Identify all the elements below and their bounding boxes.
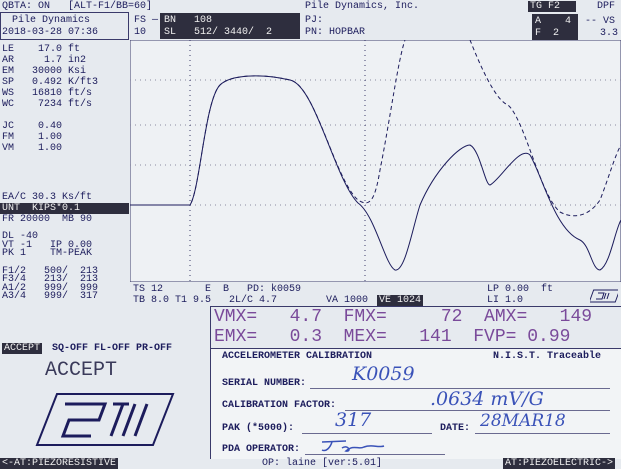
param: F1/2 500/ 213 bbox=[2, 265, 99, 277]
datetime: 2018-03-28 07:36 bbox=[2, 27, 99, 38]
operator-signature bbox=[321, 440, 385, 452]
accept-label: ACCEPT bbox=[45, 359, 118, 382]
pak-label: PAK (*5000): bbox=[222, 423, 295, 434]
date-label: DATE: bbox=[440, 423, 471, 434]
param: LE 17.0 ft bbox=[2, 44, 81, 55]
eac: EA/C 30.3 Ks/ft bbox=[2, 192, 93, 203]
param: A3/4 999/ 317 bbox=[2, 291, 99, 303]
param: WS 16810 ft/s bbox=[2, 88, 93, 99]
tb: TB 8.0 bbox=[133, 295, 170, 306]
factor-label: CALIBRATION FACTOR: bbox=[222, 400, 337, 411]
unit: UNT KIPS*0.1 bbox=[0, 203, 129, 214]
operator-line bbox=[305, 454, 445, 455]
param: VM 1.00 bbox=[2, 143, 63, 154]
grid bbox=[130, 40, 621, 282]
pak: 317 bbox=[335, 409, 372, 431]
company-box bbox=[0, 12, 129, 40]
operator-label: PDA OPERATOR: bbox=[222, 444, 301, 455]
ts: TS 12 bbox=[133, 284, 164, 295]
readout-1: VMX= 4.7 FMX= 72 AMX= 149 bbox=[214, 307, 593, 327]
flags: SQ-OFF FL-OFF PR-OFF bbox=[52, 343, 173, 354]
tg: TG F2 bbox=[528, 1, 576, 12]
lp: LP 0.00 ft bbox=[487, 284, 554, 295]
velocity-curve bbox=[130, 40, 621, 217]
bn-box bbox=[160, 13, 300, 39]
param: EM 30000 Ksi bbox=[2, 66, 87, 77]
li: LI 1.0 bbox=[487, 295, 524, 306]
param: FM 1.00 bbox=[2, 132, 63, 143]
top-center: Pile Dynamics, Inc. bbox=[305, 1, 420, 12]
t1: T1 9.5 2L/C 4.7 bbox=[175, 295, 278, 306]
factor-line bbox=[345, 410, 610, 411]
param: JC 0.40 bbox=[2, 121, 63, 132]
cal-traceable: N.I.S.T. Traceable bbox=[493, 351, 602, 362]
pak-line bbox=[302, 433, 432, 434]
bottom-center: OP: laine [ver:5.01] bbox=[262, 458, 383, 469]
calibration-card bbox=[210, 348, 621, 459]
f: F 2 bbox=[535, 28, 560, 39]
plot bbox=[130, 40, 621, 282]
date-line bbox=[475, 433, 610, 434]
vs: -- VS bbox=[585, 16, 616, 27]
af-box bbox=[532, 14, 578, 40]
readout-box bbox=[210, 306, 621, 349]
cal-title: ACCELEROMETER CALIBRATION bbox=[222, 351, 373, 362]
bottom-right[interactable]: AT:PIEZOELECTRIC-> bbox=[503, 458, 616, 469]
param: PK 1 TM-PEAK bbox=[2, 248, 93, 260]
factor: .0634 mV/G bbox=[430, 388, 544, 410]
bn: BN 108 bbox=[164, 15, 213, 26]
pn: PN: HOPBAR bbox=[305, 27, 366, 38]
eb: E B PD: k0059 bbox=[205, 284, 302, 295]
vs-value: 3.3 bbox=[600, 28, 619, 39]
readout-2: EMX= 0.3 MEX= 141 FVP= 0.99 bbox=[214, 327, 571, 347]
pj: PJ: bbox=[305, 15, 324, 26]
company: Pile Dynamics bbox=[12, 15, 91, 26]
top-right: DPF bbox=[597, 1, 616, 12]
param: SP 0.492 K/ft3 bbox=[2, 77, 99, 88]
param: WC 7234 ft/s bbox=[2, 99, 93, 110]
a: A 4 bbox=[535, 16, 572, 27]
bottom-left[interactable]: <-AT:PIEZORESISTIVE bbox=[0, 458, 119, 469]
va: VA 1000 bbox=[326, 295, 369, 306]
serial-line bbox=[310, 388, 610, 389]
param: F3/4 213/ 213 bbox=[2, 274, 99, 286]
date: 28MAR18 bbox=[480, 411, 566, 431]
accept-button[interactable]: ACCEPT bbox=[2, 343, 43, 354]
small-logo bbox=[590, 289, 618, 303]
pdi-logo bbox=[35, 393, 175, 446]
param: VT -1 IP 0.00 bbox=[2, 239, 93, 251]
fs: FS — bbox=[134, 15, 159, 26]
param: FR 20000 MB 90 bbox=[2, 214, 93, 225]
top-left: QBTA: ON [ALT-F1/BB=60] bbox=[2, 1, 153, 12]
param: AR 1.7 in2 bbox=[2, 55, 87, 66]
serial: K0059 bbox=[352, 363, 415, 385]
ve: VE 1024 bbox=[377, 295, 424, 306]
param: A1/2 999/ 999 bbox=[2, 282, 99, 294]
sl: SL 512/ 3440/ 2 bbox=[164, 27, 273, 38]
plot-frame bbox=[130, 40, 621, 282]
param: DL -40 bbox=[2, 231, 39, 243]
fs-value: 10 bbox=[134, 27, 147, 38]
serial-label: SERIAL NUMBER: bbox=[222, 378, 307, 389]
